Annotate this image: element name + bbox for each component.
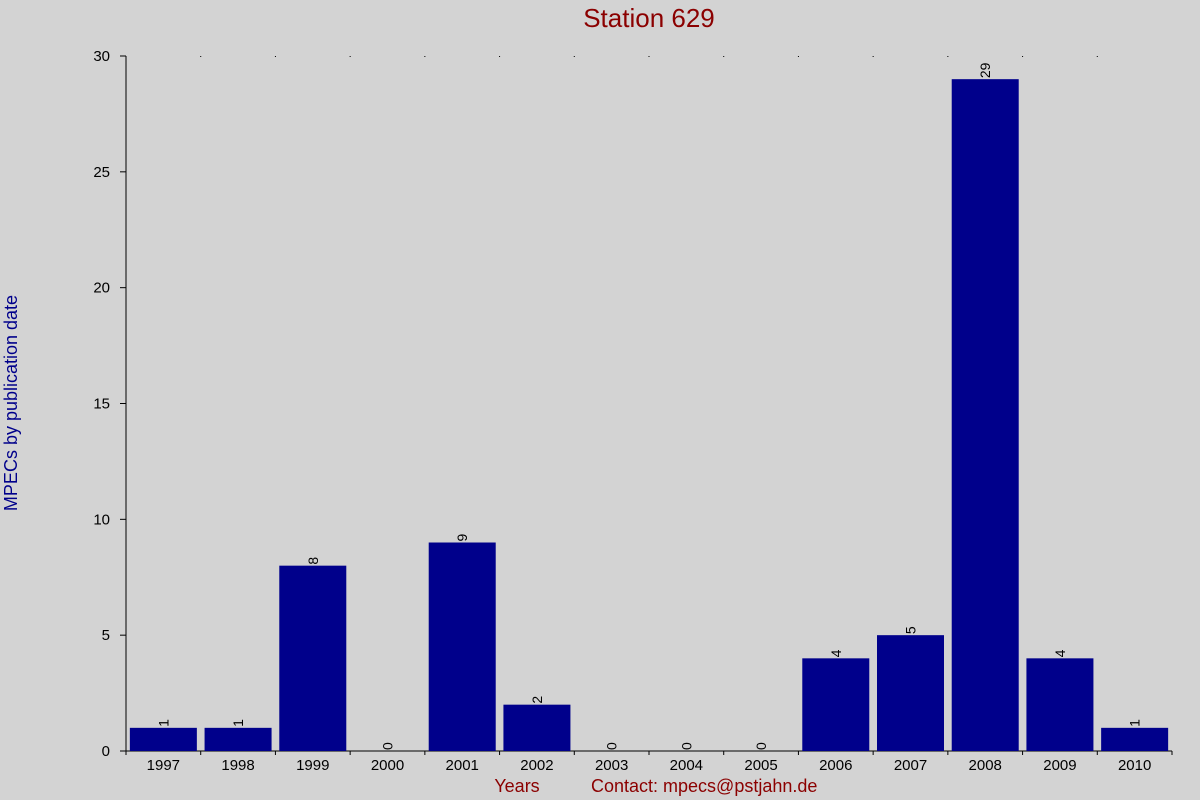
x-tick-label-2006: 2006 (819, 757, 852, 774)
x-tick-label-2010: 2010 (1118, 757, 1151, 774)
data-label-1999: 8 (305, 557, 321, 565)
x-tick-label-2009: 2009 (1043, 757, 1076, 774)
x-tick-label-2004: 2004 (670, 757, 703, 774)
bar-2008 (951, 79, 1019, 751)
data-label-2002: 2 (529, 696, 545, 704)
data-label-1998: 1 (230, 719, 246, 727)
x-tick-label-2008: 2008 (969, 757, 1002, 774)
y-tick-label: 0 (102, 743, 110, 760)
data-label-2003: 0 (604, 742, 620, 750)
bar-2006 (802, 658, 870, 751)
x-tick-label-1997: 1997 (147, 757, 180, 774)
y-tick-label: 30 (93, 48, 110, 65)
bar-2001 (428, 542, 496, 751)
x-tick-label-1999: 1999 (296, 757, 329, 774)
x-tick-label-2000: 2000 (371, 757, 404, 774)
bar-1998 (204, 727, 272, 751)
data-label-2006: 4 (828, 649, 844, 657)
data-label-2010: 1 (1127, 719, 1143, 727)
x-tick-label-2002: 2002 (520, 757, 553, 774)
labels-layer: 1 1997 1 1998 8 1999 0 2000 9 2001 2 2002 0 2003 0 2004… (147, 62, 1152, 774)
x-tick-label-1998: 1998 (221, 757, 254, 774)
y-axis-label: MPECs by publication date (1, 295, 21, 511)
data-label-2005: 0 (753, 742, 769, 750)
data-label-2008: 29 (977, 62, 993, 78)
data-label-2000: 0 (380, 742, 396, 750)
data-label-2007: 5 (903, 626, 919, 634)
bar-2002 (503, 704, 571, 751)
x-tick-label-2005: 2005 (744, 757, 777, 774)
bar-2009 (1026, 658, 1094, 751)
data-label-2009: 4 (1052, 649, 1068, 657)
y-tick-label: 20 (93, 280, 110, 297)
data-label-2004: 0 (678, 742, 694, 750)
chart-title: Station 629 (583, 3, 715, 33)
bar-1997 (129, 727, 197, 751)
contact-label: Contact: mpecs@pstjahn.de (591, 776, 817, 796)
y-tick-label: 15 (93, 396, 110, 413)
x-tick-label-2003: 2003 (595, 757, 628, 774)
y-tick-label: 5 (102, 627, 110, 644)
bar-2010 (1101, 727, 1169, 751)
data-label-1997: 1 (155, 719, 171, 727)
bars-layer (129, 79, 1169, 751)
bar-2007 (877, 635, 944, 751)
x-tick-label-2007: 2007 (894, 757, 927, 774)
bar-1999 (279, 565, 347, 751)
x-tick-label-2001: 2001 (446, 757, 479, 774)
y-tick-label: 10 (93, 511, 110, 528)
x-axis-label: Years (494, 776, 539, 796)
y-tick-label: 25 (93, 164, 110, 181)
data-label-2001: 9 (454, 534, 470, 542)
